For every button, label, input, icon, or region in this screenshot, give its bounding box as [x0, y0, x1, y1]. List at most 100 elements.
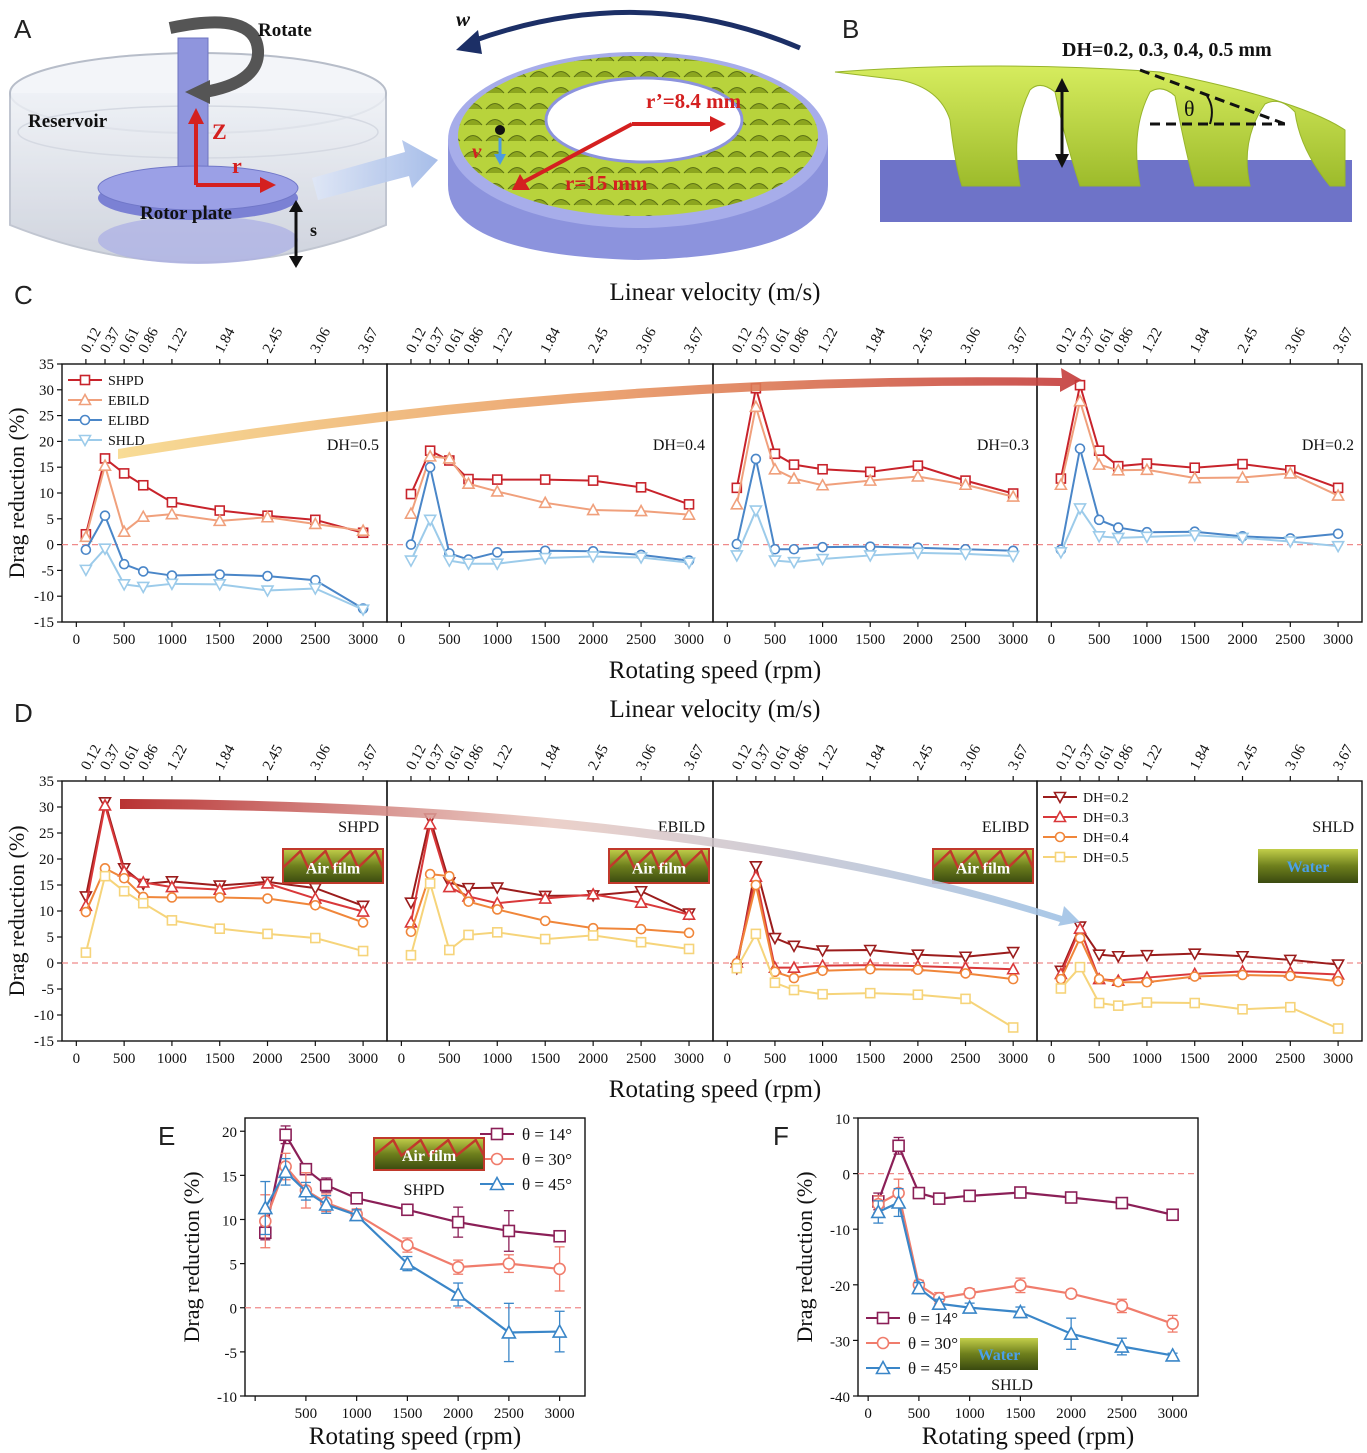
rotate-arrowhead-icon [185, 80, 210, 104]
series-dh-0-5 [80, 870, 369, 958]
data-point [1055, 973, 1067, 985]
top-tick-label: 3.67 [681, 325, 708, 356]
air-film-label: Air film [306, 860, 361, 877]
data-point [356, 904, 370, 917]
y-tick-label: 35 [39, 357, 54, 373]
series-elibd [80, 510, 369, 614]
data-point [1332, 528, 1344, 540]
data-point [80, 544, 92, 556]
y-axis-title: Drag reduction (%) [179, 1171, 204, 1342]
data-point [1114, 1338, 1130, 1353]
data-point [1140, 531, 1154, 545]
trend-arrow-icon [118, 368, 1082, 459]
data-point [260, 876, 275, 889]
data-point [118, 885, 130, 897]
data-point [136, 509, 151, 523]
data-point [405, 539, 417, 550]
series-shpd [1055, 379, 1344, 494]
data-point [587, 475, 599, 486]
data-point [864, 541, 876, 552]
data-point [262, 928, 273, 940]
x-tick-label: 1000 [1132, 1051, 1162, 1067]
data-point [308, 516, 323, 530]
top-tick-label: 3.06 [308, 742, 335, 773]
series-45 [257, 1157, 568, 1363]
data-point [749, 505, 763, 518]
data-point [401, 1238, 414, 1252]
data-point [817, 988, 828, 1000]
subplot-label: DH=0.2 [1302, 437, 1354, 454]
data-point [870, 1203, 887, 1219]
legend-marker [78, 392, 92, 406]
data-point [788, 984, 800, 996]
series-ebild [729, 399, 1021, 510]
data-point [961, 1299, 978, 1314]
data-point [788, 459, 800, 470]
disk-hole [544, 76, 744, 164]
top-tick-label: 0.86 [1111, 325, 1138, 356]
x-tick-label: 3000 [998, 1051, 1028, 1067]
legend-label: θ = 30° [908, 1334, 958, 1353]
x-tick-label: 500 [908, 1406, 931, 1422]
series-line [877, 1191, 1173, 1325]
x-axis-title: Rotating speed (rpm) [609, 657, 821, 684]
x-tick-label: 2500 [626, 1051, 656, 1067]
y-tick-label: 25 [39, 826, 54, 842]
data-point [356, 604, 370, 617]
air-film-icon: Air film [932, 848, 1035, 884]
legend-marker [490, 1127, 504, 1141]
legend-marker [489, 1175, 505, 1191]
data-point [423, 816, 438, 830]
x-tick-label: 1000 [157, 1051, 187, 1067]
data-point [864, 987, 876, 999]
data-point [117, 524, 131, 537]
data-point [912, 460, 924, 471]
top-tick-label: 0.86 [786, 325, 813, 356]
y-tick-label: 25 [39, 409, 54, 425]
data-point [787, 471, 801, 484]
data-point [1112, 1000, 1124, 1011]
x-tick-label: 3000 [1323, 632, 1353, 648]
panel-c-chart: C Linear velocity (m/s) Rotating speed (r… [4, 279, 1363, 684]
x-tick-label: 2500 [1275, 632, 1305, 648]
data-point [212, 579, 227, 592]
data-point [750, 453, 762, 465]
data-point [960, 993, 971, 1005]
legend-label: DH=0.4 [1083, 831, 1129, 846]
data-point [769, 977, 781, 989]
data-point [404, 555, 418, 568]
data-point [79, 564, 93, 578]
series-dh-0-3 [729, 869, 1021, 975]
series-14 [871, 1136, 1179, 1222]
y-tick-label: 20 [222, 1125, 237, 1141]
r-inner-label: r’=8.4 mm [646, 89, 742, 113]
top-tick-label: 1.84 [212, 742, 239, 773]
schematic-b: B DH=0.2, 0.3, 0.4, 0.5 mm θ [834, 14, 1352, 222]
data-point [444, 944, 455, 956]
x-tick-label: 1000 [342, 1406, 372, 1422]
data-point [99, 870, 111, 882]
x-tick-label: 500 [1088, 632, 1111, 648]
data-point [98, 798, 112, 811]
data-point [912, 964, 924, 976]
data-point [1115, 1299, 1129, 1313]
x-axis-title: Rotating speed (rpm) [609, 1076, 821, 1103]
data-point [463, 929, 474, 941]
data-point [960, 968, 971, 979]
data-point [79, 529, 93, 543]
y-tick-label: 5 [47, 512, 55, 528]
data-point [817, 541, 828, 553]
panel-letter-c: C [14, 280, 33, 310]
x-tick-label: 500 [1088, 1051, 1111, 1067]
data-point [1055, 983, 1067, 994]
top-tick-label: 1.84 [1187, 742, 1214, 773]
data-point [214, 505, 226, 516]
data-point [166, 892, 178, 903]
subplot-label: SHPD [404, 1182, 445, 1199]
top-tick-label: 2.45 [260, 325, 286, 356]
data-point [539, 933, 551, 945]
data-point [491, 474, 503, 485]
y-tick-label: 0 [843, 1168, 851, 1184]
z-label: Z [212, 119, 227, 144]
data-point [490, 558, 505, 571]
